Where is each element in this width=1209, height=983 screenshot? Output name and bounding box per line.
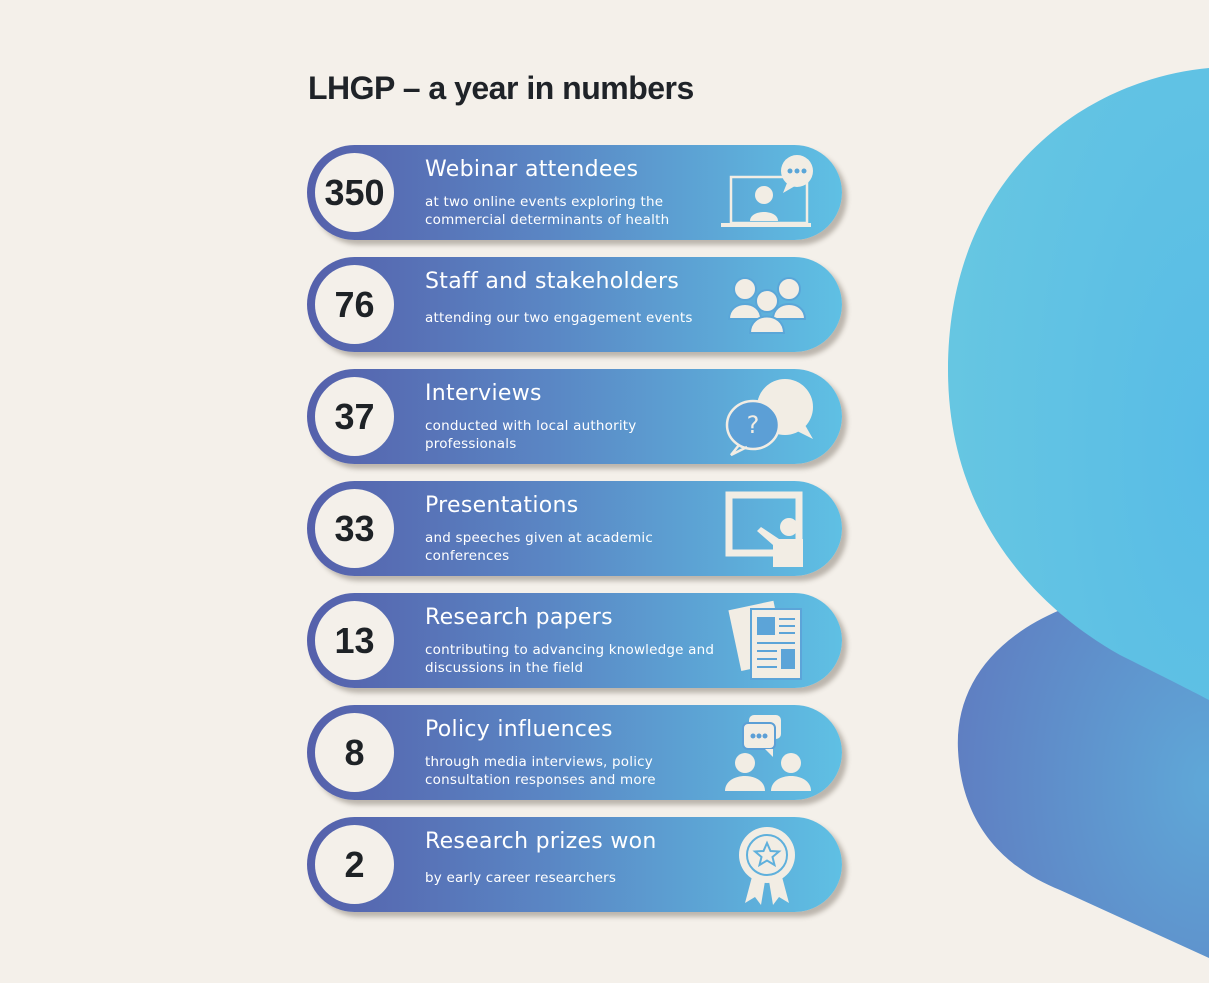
stat-title: Research prizes won: [425, 829, 657, 854]
stat-title: Staff and stakeholders: [425, 269, 680, 294]
presenter-board-icon: [717, 487, 817, 571]
stat-description: at two online events exploring the comme…: [425, 194, 670, 228]
stat-title: Research papers: [425, 605, 613, 630]
stat-title: Policy influences: [425, 717, 613, 742]
group-people-icon: [717, 263, 817, 347]
stat-card: 76 Staff and stakeholders attending our …: [307, 257, 842, 352]
stat-description: conducted with local authority professio…: [425, 418, 637, 452]
stat-card: 350 Webinar attendees at two online even…: [307, 145, 842, 240]
stat-card: 2 Research prizes won by early career re…: [307, 817, 842, 912]
newspaper-icon: [717, 599, 817, 683]
stat-title: Webinar attendees: [425, 157, 639, 182]
stat-number: 350: [315, 153, 394, 232]
stat-description: and speeches given at academic conferenc…: [425, 530, 653, 564]
award-rosette-icon: [717, 823, 817, 907]
stat-card: 8 Policy influences through media interv…: [307, 705, 842, 800]
stat-description: through media interviews, policy consult…: [425, 754, 656, 788]
stat-description: contributing to advancing knowledge and …: [425, 642, 715, 676]
people-discussion-icon: [717, 711, 817, 795]
stat-card: 33 Presentations and speeches given at a…: [307, 481, 842, 576]
question-speech-bubbles-icon: ?: [717, 375, 817, 459]
stat-number: 13: [315, 601, 394, 680]
stat-number: 37: [315, 377, 394, 456]
stat-card: 13 Research papers contributing to advan…: [307, 593, 842, 688]
page-title: LHGP – a year in numbers: [308, 70, 694, 106]
stat-description: attending our two engagement events: [425, 310, 693, 326]
stat-title: Interviews: [425, 381, 542, 406]
stat-title: Presentations: [425, 493, 579, 518]
stat-number: 76: [315, 265, 394, 344]
stat-number: 2: [315, 825, 394, 904]
stat-card: 37 Interviews conducted with local autho…: [307, 369, 842, 464]
stat-number: 8: [315, 713, 394, 792]
stat-description: by early career researchers: [425, 870, 617, 886]
laptop-video-call-icon: [717, 151, 817, 235]
svg-text:?: ?: [747, 411, 760, 439]
upper-blob: [948, 68, 1209, 700]
stat-number: 33: [315, 489, 394, 568]
lower-blob: [957, 610, 1209, 958]
